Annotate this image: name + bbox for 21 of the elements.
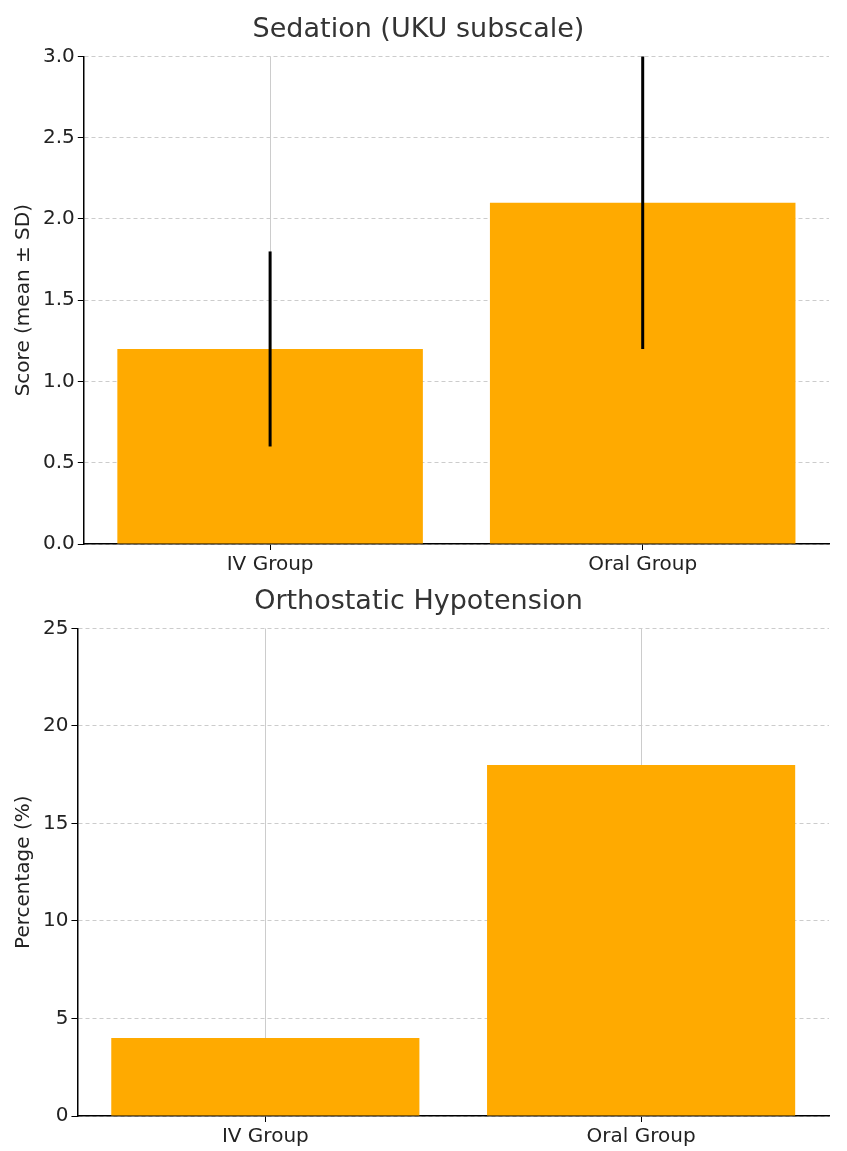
y-tick-label: 3.0 (42, 42, 75, 67)
y-tick-label: 2.0 (42, 205, 75, 230)
y-axis-title: Score (mean ± SD) (10, 204, 35, 397)
y-tick-label: 0 (55, 1102, 69, 1127)
y-tick-label: 20 (43, 712, 69, 737)
y-tick-label: 2.5 (42, 123, 75, 148)
y-tick-label: 0.0 (42, 530, 75, 555)
y-tick-label: 1.5 (42, 286, 75, 311)
x-tick-label: IV Group (226, 551, 314, 576)
x-tick-label: Oral Group (588, 551, 698, 576)
y-tick-label: 0.5 (42, 448, 75, 473)
y-axis-title: Percentage (%) (10, 795, 35, 949)
y-tick-label: 5 (55, 1004, 69, 1029)
y-tick-label: 25 (43, 614, 69, 639)
y-tick-label: 1.0 (42, 367, 75, 392)
y-tick-label: 10 (43, 907, 69, 932)
x-tick-label: Oral Group (586, 1123, 696, 1148)
chart-title: Orthostatic Hypotension (254, 584, 583, 616)
chart-title: Sedation (UKU subscale) (252, 12, 585, 44)
x-tick-label: IV Group (221, 1123, 309, 1148)
y-tick-label: 15 (43, 809, 69, 834)
